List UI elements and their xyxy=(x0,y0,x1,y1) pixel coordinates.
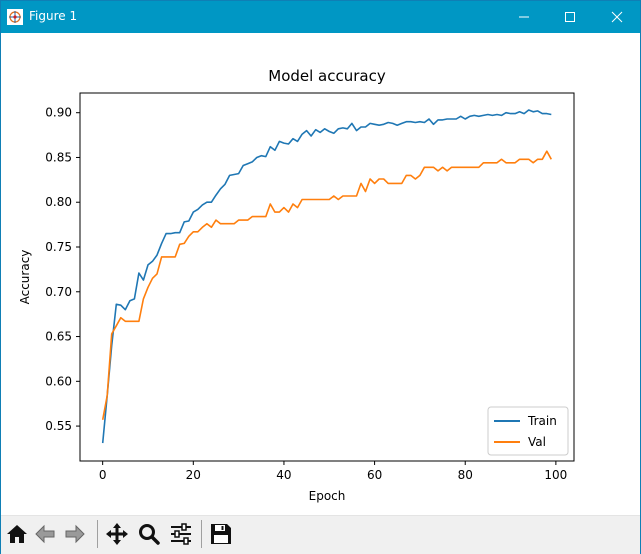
sliders-icon xyxy=(171,523,191,545)
back-button[interactable] xyxy=(31,520,59,548)
floppy-disk-icon xyxy=(211,524,231,544)
accuracy-chart: Model accuracy 0 20 40 60 80 100 0.55 0.60 0.65 0.… xyxy=(18,67,575,503)
home-button[interactable] xyxy=(3,520,31,548)
x-tick-label: 0 xyxy=(99,468,107,482)
y-tick-label: 0.80 xyxy=(45,195,72,209)
series-line-val xyxy=(101,150,552,420)
legend-label: Train xyxy=(527,414,557,428)
title-bar[interactable]: Figure 1 xyxy=(1,1,640,33)
back-arrow-icon xyxy=(35,524,55,544)
maximize-icon xyxy=(565,12,575,22)
pan-move-icon xyxy=(106,523,128,545)
chart-title: Model accuracy xyxy=(268,67,386,85)
maximize-button[interactable] xyxy=(547,1,593,33)
pan-button[interactable] xyxy=(103,520,131,548)
figure-canvas[interactable]: Model accuracy 0 20 40 60 80 100 0.55 0.60 0.65 0.… xyxy=(1,33,640,515)
y-axis-label: Accuracy xyxy=(18,250,32,305)
toolbar-separator xyxy=(97,520,98,548)
window-title: Figure 1 xyxy=(29,9,78,23)
minimize-icon xyxy=(519,16,529,18)
y-tick-label: 0.85 xyxy=(45,150,72,164)
y-tick-label: 0.65 xyxy=(45,330,72,344)
matplotlib-logo-icon xyxy=(7,9,23,25)
forward-arrow-icon xyxy=(65,524,85,544)
y-tick-label: 0.75 xyxy=(45,240,72,254)
plot-frame xyxy=(79,92,575,462)
y-tick-label: 0.90 xyxy=(45,106,72,120)
x-tick-label: 80 xyxy=(458,468,473,482)
navigation-toolbar xyxy=(1,515,640,554)
x-tick-label: 60 xyxy=(367,468,382,482)
toolbar-separator xyxy=(201,520,202,548)
configure-subplots-button[interactable] xyxy=(167,520,195,548)
home-icon xyxy=(7,525,27,543)
close-button[interactable] xyxy=(594,1,640,33)
x-tick-label: 40 xyxy=(276,468,291,482)
y-tick-label: 0.55 xyxy=(45,419,72,433)
zoom-button[interactable] xyxy=(135,520,163,548)
legend-label: Val xyxy=(528,435,546,449)
forward-button[interactable] xyxy=(61,520,89,548)
x-tick-label: 100 xyxy=(544,468,567,482)
x-axis-label: Epoch xyxy=(309,489,346,503)
y-tick-label: 0.70 xyxy=(45,285,72,299)
close-icon xyxy=(611,11,623,23)
series-line-train xyxy=(101,109,552,444)
y-tick-label: 0.60 xyxy=(45,374,72,388)
minimize-button[interactable] xyxy=(501,1,547,33)
magnifier-icon xyxy=(139,524,160,545)
x-tick-label: 20 xyxy=(186,468,201,482)
save-button[interactable] xyxy=(207,520,235,548)
